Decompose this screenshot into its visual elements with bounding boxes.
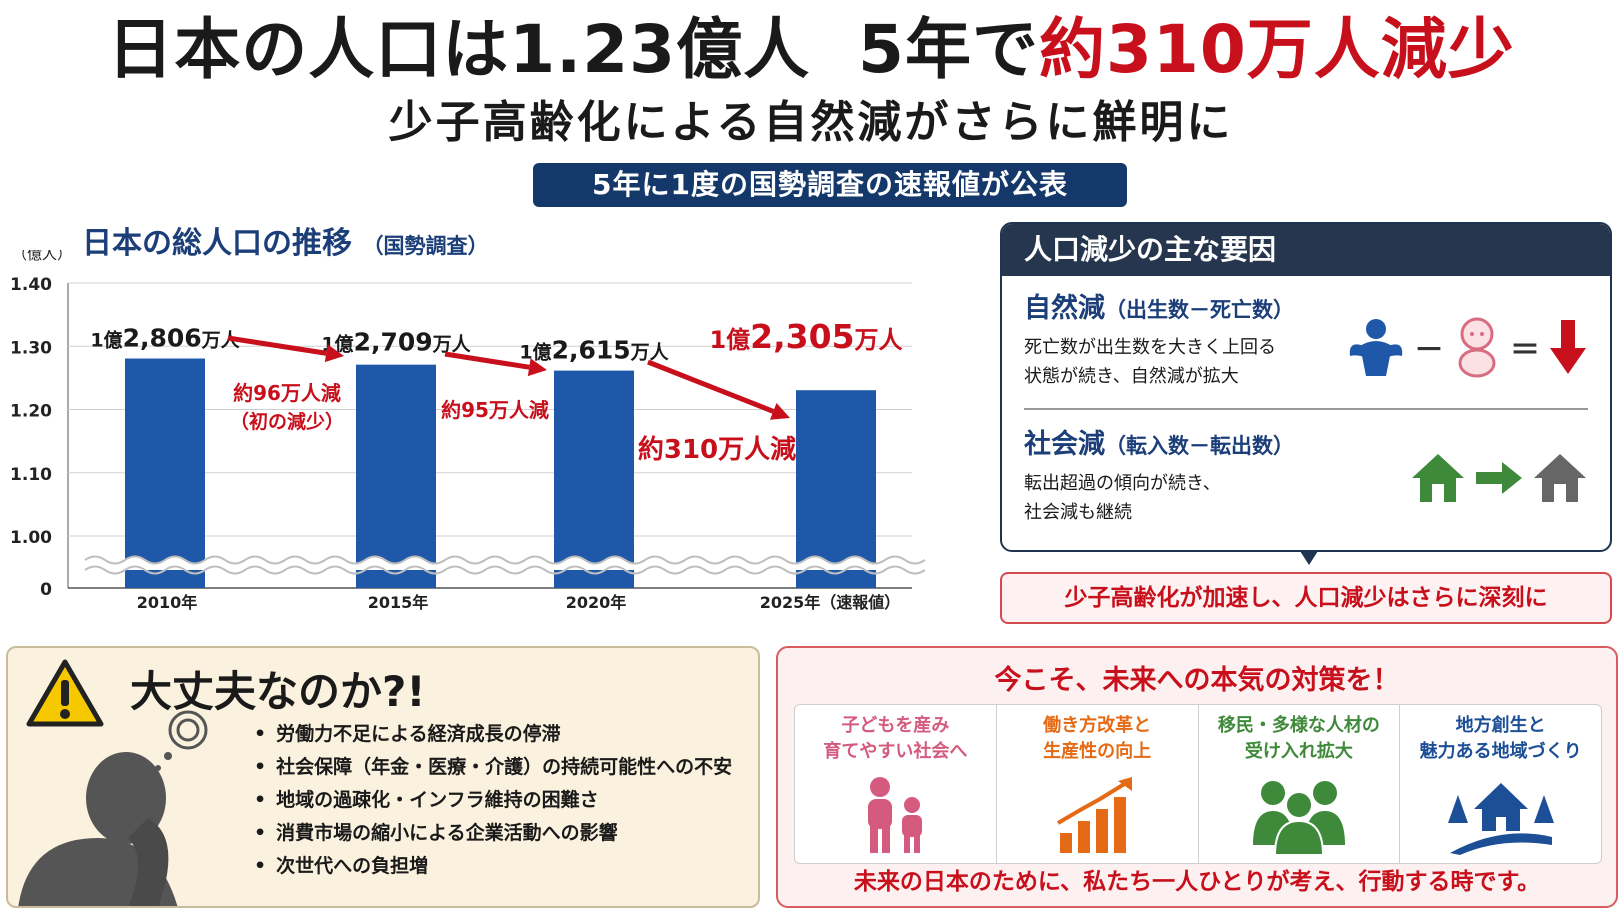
natural-decrease-section: 自然減（出生数－死亡数） 死亡数が出生数を大きく上回る 状態が続き、自然減が拡大 <box>1024 286 1294 391</box>
gray-house-icon <box>1534 454 1586 502</box>
axis-break-line <box>84 555 926 565</box>
actions-footer: 未来の日本のために、私たち一人ひとりが考え、行動する時です。 <box>853 869 1541 895</box>
group-icon <box>1252 781 1345 855</box>
town-icon <box>1447 783 1554 855</box>
parent-child-icon <box>868 777 923 853</box>
causes-divider <box>1024 408 1588 410</box>
equals-sign: ＝ <box>1510 333 1540 368</box>
chart-title: 日本の総人口の推移 （国勢調査） <box>82 218 488 262</box>
sub-headline: 少子高齢化による自然減がさらに鮮明に <box>388 97 1234 148</box>
bar-1 <box>356 364 436 588</box>
list-item: 次世代への負担増 <box>254 850 732 883</box>
baby-icon <box>1458 317 1496 378</box>
y-tick-label: 1.10 <box>10 465 52 485</box>
data-label: 1億2,305万人 <box>709 317 902 356</box>
list-item: 地域の過疎化・インフラ維持の困難さ <box>254 784 732 817</box>
actions-title: 今こそ、未来への本気の対策を！ <box>994 665 1400 696</box>
change-arrow-head <box>324 344 344 363</box>
y-tick-label: 0 <box>40 580 52 600</box>
action-diverse-talent: 移民・多様な人材の 受け入れ拡大 <box>1199 705 1401 863</box>
change-arrow-line <box>444 351 530 370</box>
social-decrease-text: 転出超過の傾向が続き、 社会減も継続 <box>1024 469 1294 527</box>
bar-3 <box>796 390 876 588</box>
chart-title-text: 日本の総人口の推移 <box>82 226 352 261</box>
actions-grid: 子どもを産み 育てやすい社会へ 働き方改革と 生産性の向上 移民 <box>794 704 1602 864</box>
y-unit-label: （億人） <box>12 250 72 263</box>
bar-2 <box>554 370 634 588</box>
social-decrease-heading: 社会減（転入数－転出数） <box>1024 422 1294 461</box>
action-regional-text: 地方創生と 魅力ある地域づくり <box>1419 715 1582 762</box>
change-arrow-head <box>769 403 790 420</box>
right-arrow-icon <box>1476 462 1522 494</box>
natural-decrease-title: 自然減 <box>1024 293 1105 324</box>
social-decrease-icons <box>1410 452 1588 504</box>
angel-icon <box>1349 319 1403 376</box>
data-label: 1億2,709万人 <box>321 328 471 357</box>
concerns-panel: 大丈夫なのか?! 労働力不足による経済成長の停滞 社会保障（年金・医療・介護）の… <box>6 646 760 908</box>
social-line2: 社会減も継続 <box>1024 502 1132 523</box>
natural-decrease-heading: 自然減（出生数－死亡数） <box>1024 286 1294 325</box>
change-arrow-head <box>527 358 547 377</box>
x-tick-label: 2010年 <box>137 593 198 612</box>
list-item: 社会保障（年金・医療・介護）の持続可能性への不安 <box>254 751 732 784</box>
change-label: 約310万人減 <box>638 434 796 465</box>
social-line1: 転出超過の傾向が続き、 <box>1024 473 1221 494</box>
headline-part2: 5年で <box>858 11 1039 88</box>
change-arrow-line <box>227 335 327 356</box>
natural-decrease-icons: － ＝ <box>1346 316 1588 378</box>
social-decrease-section: 社会減（転入数－転出数） 転出超過の傾向が続き、 社会減も継続 <box>1024 422 1294 527</box>
concerns-title: 大丈夫なのか?! <box>130 667 426 716</box>
down-arrow-icon <box>1550 320 1586 374</box>
y-tick-label: 1.20 <box>10 402 52 422</box>
y-tick-label: 1.00 <box>10 528 52 548</box>
social-decrease-formula: （転入数－転出数） <box>1105 434 1294 458</box>
action-work-reform: 働き方改革と 生産性の向上 <box>997 705 1199 863</box>
population-chart: 1.40 1.30 1.20 1.10 1.00 0 （億人） 2010年 2015年 2020年… <box>10 250 926 612</box>
y-tick-label: 1.30 <box>10 338 52 358</box>
data-label: 1億2,806万人 <box>90 324 240 353</box>
axis-break-line <box>84 565 926 575</box>
growth-chart-icon <box>1057 777 1133 853</box>
causes-panel: 人口減少の主な要因 自然減（出生数－死亡数） 死亡数が出生数を大きく上回る 状態が… <box>1000 222 1612 552</box>
x-tick-label: 2025年（速報値） <box>760 593 901 612</box>
change-label: 約95万人減 <box>441 398 549 422</box>
headline-part3: 約310万人減少 <box>1038 11 1515 88</box>
natural-line1: 死亡数が出生数を大きく上回る <box>1024 337 1276 358</box>
action-regional: 地方創生と 魅力ある地域づくり <box>1400 705 1601 863</box>
list-item: 労働力不足による経済成長の停滞 <box>254 718 732 751</box>
callout-pointer <box>1300 551 1318 565</box>
natural-line2: 状態が続き、自然減が拡大 <box>1024 366 1239 387</box>
change-label: 約96万人減 <box>233 381 341 405</box>
x-tick-label: 2015年 <box>368 593 429 612</box>
main-headline: 日本の人口は1.23億人 5年で約310万人減少 <box>0 8 1622 92</box>
causes-header: 人口減少の主な要因 <box>1002 224 1610 276</box>
action-childcare-text: 子どもを産み 育てやすい社会へ <box>823 715 968 762</box>
bar-0 <box>125 358 205 588</box>
social-decrease-title: 社会減 <box>1024 429 1105 460</box>
list-item: 消費市場の縮小による企業活動への影響 <box>254 817 732 850</box>
y-tick-label: 1.40 <box>10 275 52 295</box>
change-note: （初の減少） <box>230 410 344 433</box>
concerns-list: 労働力不足による経済成長の停滞 社会保障（年金・医療・介護）の持続可能性への不安… <box>254 718 732 883</box>
worried-person-icon <box>18 710 208 906</box>
causes-conclusion: 少子高齢化が加速し、人口減少はさらに深刻に <box>1000 572 1612 624</box>
announcement-banner: 5年に1度の国勢調査の速報値が公表 <box>533 163 1127 207</box>
chart-title-note: （国勢調査） <box>362 234 489 258</box>
natural-decrease-text: 死亡数が出生数を大きく上回る 状態が続き、自然減が拡大 <box>1024 333 1294 391</box>
warning-icon <box>26 659 104 727</box>
natural-decrease-formula: （出生数－死亡数） <box>1105 298 1294 322</box>
x-tick-label: 2020年 <box>566 593 627 612</box>
minus-sign: － <box>1414 333 1444 368</box>
green-house-icon <box>1412 454 1464 502</box>
headline-part1: 日本の人口は1.23億人 <box>107 11 811 88</box>
action-childcare: 子どもを産み 育てやすい社会へ <box>795 705 997 863</box>
action-work-reform-text: 働き方改革と 生産性の向上 <box>1043 715 1152 762</box>
actions-panel: 今こそ、未来への本気の対策を！ 子どもを産み 育てやすい社会へ 働き方改革と 生… <box>776 646 1618 908</box>
data-label: 1億2,615万人 <box>519 336 669 365</box>
action-diverse-talent-text: 移民・多様な人材の 受け入れ拡大 <box>1217 715 1380 762</box>
change-arrow-line <box>647 359 775 414</box>
